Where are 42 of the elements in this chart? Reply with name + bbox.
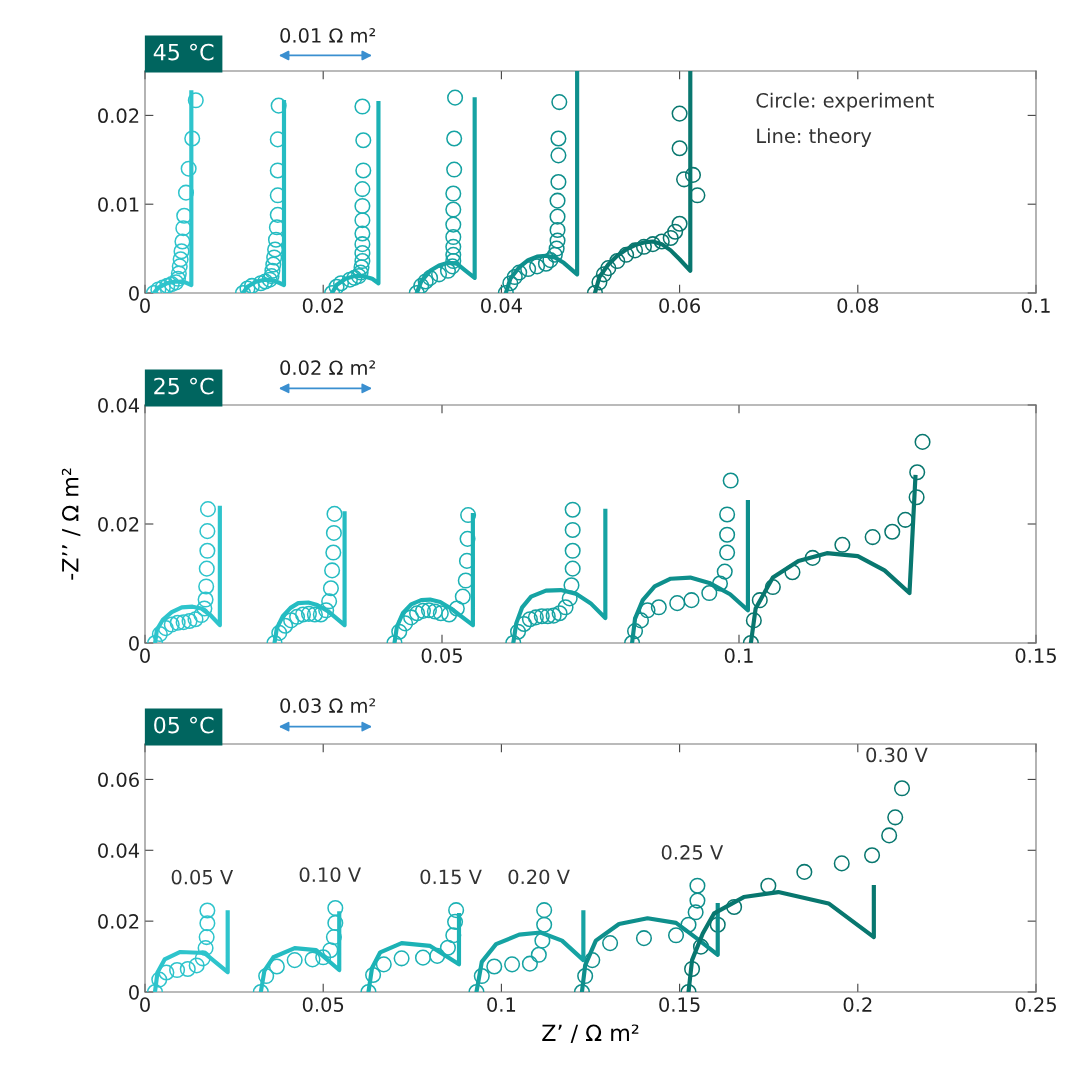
text: 0.03 Ω m²	[280, 698, 376, 713]
x-tick-label: 0.15	[1015, 648, 1056, 663]
x-tick-label: 0.1	[487, 997, 516, 1012]
x-tick-label: 0	[140, 997, 150, 1012]
chart-title: 25 °C	[154, 377, 214, 395]
annotation: Line: theory	[757, 128, 872, 148]
x-tick-label: 0.2	[843, 997, 872, 1012]
series-label: 0.20 V	[508, 869, 570, 885]
y-tick-label: 0.02	[98, 108, 139, 124]
y-tick-label: 0	[129, 285, 139, 301]
x-tick-label: 0.15	[659, 997, 700, 1012]
y-tick-label: 0.06	[98, 772, 139, 788]
x-tick-label: 0.06	[659, 298, 701, 313]
y-tick-label: 0.02	[98, 914, 139, 929]
x-tick-label: 0.25	[1015, 997, 1056, 1012]
y-tick-label: 0.04	[98, 397, 140, 413]
series-label: 0.25 V	[661, 845, 724, 860]
x-axis-title: Z’ / Ω m²	[542, 1024, 639, 1043]
x-tick-label: 0.05	[421, 648, 462, 663]
series-label: 0.10 V	[299, 867, 361, 883]
annotation: Circle: experiment	[756, 92, 934, 112]
x-tick-label: 0.1	[724, 648, 753, 663]
x-tick-label: 0.02	[302, 298, 343, 313]
text: 0.02 Ω m²	[280, 360, 376, 376]
x-tick-label: 0	[140, 648, 150, 663]
series-label: 0.30 V	[866, 747, 928, 763]
series-label: 0.05 V	[171, 869, 234, 885]
x-tick-label: 0	[140, 298, 150, 313]
chart-title: 45 °C	[153, 43, 214, 61]
x-tick-label: 0.04	[481, 298, 522, 313]
y-tick-label: 0	[129, 635, 139, 651]
x-tick-label: 0.08	[837, 298, 879, 313]
x-tick-label: 0.1	[1021, 298, 1050, 313]
y-tick-label: 0.04	[98, 843, 140, 858]
y-tick-label: 0.02	[98, 516, 139, 532]
series-label: 0.15 V	[420, 869, 482, 885]
text: 0.01 Ω m²	[280, 28, 376, 43]
y-tick-label: 0	[129, 984, 139, 1000]
y-axis-title: -Z’’ / Ω m²	[61, 468, 81, 580]
x-tick-label: 0.05	[302, 997, 344, 1012]
y-tick-label: 0.01	[98, 197, 139, 212]
chart-title: 05 °C	[154, 716, 214, 734]
